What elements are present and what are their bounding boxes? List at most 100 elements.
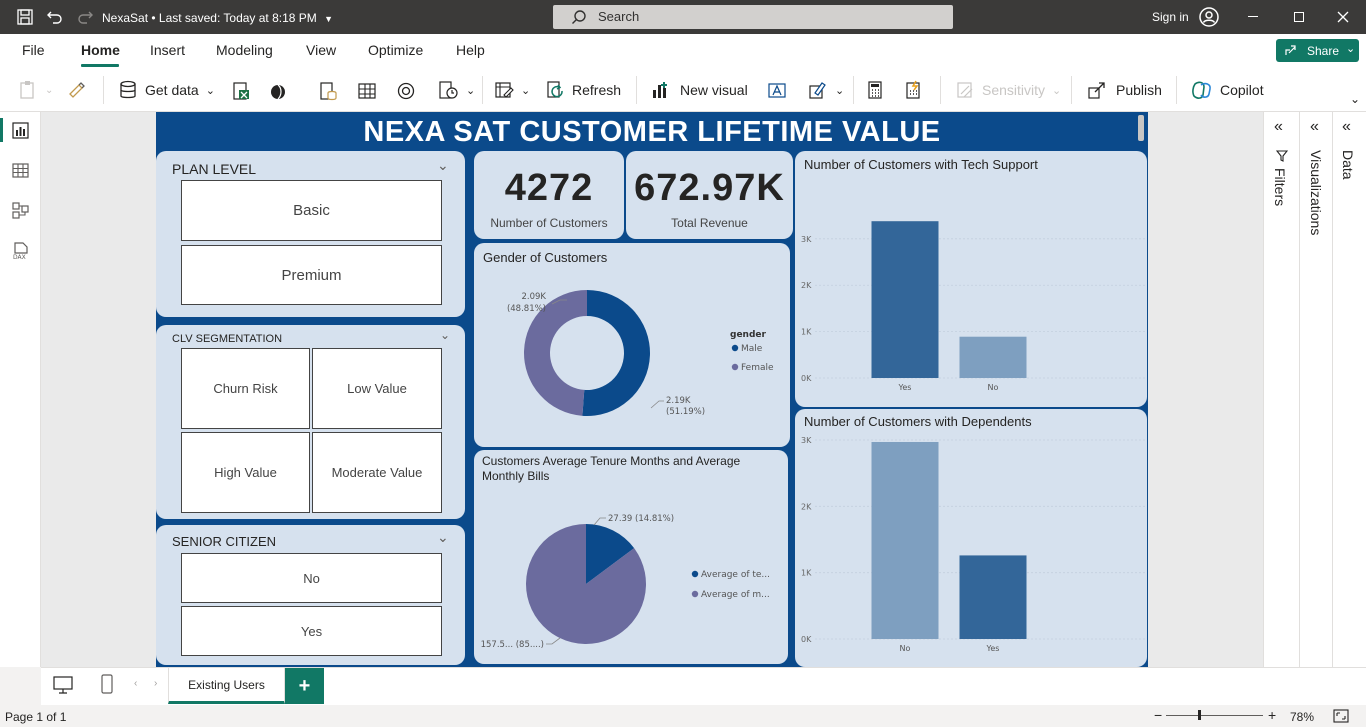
- document-title[interactable]: NexaSat • Last saved: Today at 8:18 PM ▼: [102, 11, 334, 25]
- get-data-button[interactable]: Get data ⌄: [118, 80, 215, 100]
- chevron-down-icon: ▼: [324, 14, 334, 24]
- tenure-pie-svg[interactable]: 27.39 (14.81%) 157.5... (85....) Average o…: [474, 450, 788, 664]
- clv-segmentation-title: CLV SEGMENTATION: [172, 333, 283, 345]
- transform-data-button[interactable]: ⌄: [494, 80, 530, 100]
- visualizations-label: Visualizations: [1308, 150, 1324, 236]
- refresh-button[interactable]: Refresh: [545, 80, 621, 100]
- gender-chart-title: Gender of Customers: [483, 250, 608, 265]
- legend-marker-1: [691, 570, 699, 578]
- y-tick-label: 2K: [801, 281, 812, 290]
- chevrons-left-icon[interactable]: «: [1274, 118, 1283, 135]
- report-view-icon[interactable]: [11, 121, 30, 140]
- leader-line: [546, 637, 561, 645]
- tab-existing-users[interactable]: Existing Users: [168, 668, 285, 704]
- plan-level-slicer: PLAN LEVEL ⌄ Basic Premium: [156, 151, 465, 317]
- add-page-button[interactable]: +: [285, 668, 324, 704]
- legend-title: gender: [730, 330, 767, 340]
- sensitivity-button[interactable]: Sensitivity ⌄: [955, 80, 1061, 100]
- recent-sources-icon: [439, 81, 458, 99]
- search-box[interactable]: Search: [553, 5, 953, 29]
- scroll-right-icon[interactable]: ›: [154, 678, 158, 689]
- menu-file[interactable]: File: [22, 42, 45, 58]
- y-tick-label: 1K: [801, 328, 812, 337]
- menu-help[interactable]: Help: [456, 42, 485, 58]
- menu-home[interactable]: Home: [81, 42, 120, 58]
- save-icon[interactable]: [16, 8, 34, 26]
- mobile-layout-icon[interactable]: [101, 674, 113, 694]
- chevron-down-icon[interactable]: ⌄: [440, 328, 451, 342]
- status-bar: Page 1 of 1 − + 78%: [0, 705, 1366, 727]
- report-title: NEXA SAT CUSTOMER LIFETIME VALUE: [363, 116, 941, 148]
- more-visuals-icon: [809, 82, 826, 99]
- zoom-in-icon[interactable]: +: [1268, 707, 1277, 723]
- fit-to-page-icon[interactable]: [1333, 709, 1349, 723]
- zoom-slider[interactable]: [1166, 715, 1263, 716]
- sql-server-icon[interactable]: [318, 81, 338, 101]
- excel-icon[interactable]: [231, 81, 251, 101]
- chevrons-left-icon[interactable]: «: [1310, 118, 1319, 135]
- tech-support-bar-chart: Number of Customers with Tech Support 0K…: [795, 151, 1147, 407]
- publish-button[interactable]: Publish: [1087, 80, 1162, 100]
- enter-data-icon[interactable]: [357, 81, 377, 101]
- kpi-revenue-value: 672.97K: [634, 167, 785, 209]
- visualizations-pane[interactable]: « Visualizations: [1299, 112, 1335, 667]
- slicer-item-premium[interactable]: Premium: [181, 245, 442, 305]
- table-view-icon[interactable]: [11, 161, 30, 180]
- copilot-button[interactable]: Copilot: [1191, 80, 1264, 100]
- format-painter-icon: [69, 82, 85, 98]
- slicer-item-low-value[interactable]: Low Value: [312, 348, 442, 429]
- data-pane[interactable]: « Data: [1332, 112, 1366, 667]
- menu-view[interactable]: View: [306, 42, 337, 58]
- slicer-item-churn-risk[interactable]: Churn Risk: [181, 348, 310, 429]
- database-icon: [120, 80, 136, 99]
- slicer-item-high-value[interactable]: High Value: [181, 432, 310, 513]
- onelake-icon[interactable]: [268, 81, 288, 101]
- quick-measure-icon[interactable]: [903, 80, 923, 100]
- menu-modeling[interactable]: Modeling: [216, 42, 273, 58]
- menu-insert[interactable]: Insert: [150, 42, 186, 58]
- kpi-customers-label: Number of Customers: [490, 216, 608, 230]
- paste-button[interactable]: ⌄: [18, 80, 53, 100]
- undo-icon[interactable]: [46, 8, 64, 26]
- slicer-item-moderate-value[interactable]: Moderate Value: [312, 432, 442, 513]
- new-visual-button[interactable]: New visual: [651, 80, 748, 100]
- slicer-item-basic[interactable]: Basic: [181, 180, 442, 241]
- data-label: Data: [1340, 150, 1356, 180]
- collapse-ribbon-icon[interactable]: ⌄: [1350, 92, 1361, 106]
- minimize-icon[interactable]: [1248, 16, 1258, 17]
- close-icon[interactable]: [1337, 11, 1349, 23]
- chevron-down-icon[interactable]: ⌄: [437, 157, 449, 173]
- gender-donut-svg[interactable]: 2.19K(51.19%) 2.09K (48.81%) gender Male Fema…: [474, 243, 790, 447]
- slicer-item-no[interactable]: No: [181, 553, 442, 603]
- filters-pane[interactable]: « Filters: [1263, 112, 1299, 667]
- scrollbar-thumb[interactable]: [1138, 115, 1144, 141]
- more-visuals-button[interactable]: ⌄: [808, 80, 844, 100]
- redo-icon[interactable]: [76, 8, 94, 26]
- kpi-customers-value: 4272: [504, 167, 594, 209]
- restore-icon[interactable]: [1294, 12, 1304, 22]
- zoom-slider-handle[interactable]: [1198, 710, 1201, 720]
- calculator-icon[interactable]: [865, 80, 885, 100]
- share-button[interactable]: Share ⌄: [1276, 39, 1359, 62]
- sign-in-link[interactable]: Sign in: [1152, 10, 1189, 24]
- zoom-out-icon[interactable]: −: [1154, 707, 1163, 723]
- chevrons-left-icon[interactable]: «: [1342, 118, 1351, 135]
- bar-yes: [959, 555, 1027, 639]
- chevron-down-icon[interactable]: ⌄: [437, 529, 449, 545]
- desktop-layout-icon[interactable]: [53, 676, 73, 694]
- model-view-icon[interactable]: [11, 201, 30, 220]
- account-icon[interactable]: [1199, 7, 1219, 27]
- new-visual-icon: [653, 82, 667, 98]
- kpi-revenue-label: Total Revenue: [671, 216, 748, 230]
- recent-sources-button[interactable]: ⌄: [437, 80, 475, 100]
- dataverse-icon[interactable]: [396, 81, 416, 101]
- menu-optimize[interactable]: Optimize: [368, 42, 424, 58]
- dependents-bar-svg[interactable]: 0K 1K 2K 3K No Yes: [795, 409, 1147, 667]
- scroll-left-icon[interactable]: ‹: [134, 678, 138, 689]
- tech-support-bar-svg[interactable]: 0K 1K 2K 3K Yes No: [795, 151, 1147, 407]
- dax-query-view-icon[interactable]: DAX: [11, 241, 30, 260]
- slicer-item-yes[interactable]: Yes: [181, 606, 442, 656]
- sensitivity-icon: [957, 82, 973, 98]
- text-box-icon[interactable]: [767, 80, 787, 100]
- format-painter-button[interactable]: [67, 80, 87, 100]
